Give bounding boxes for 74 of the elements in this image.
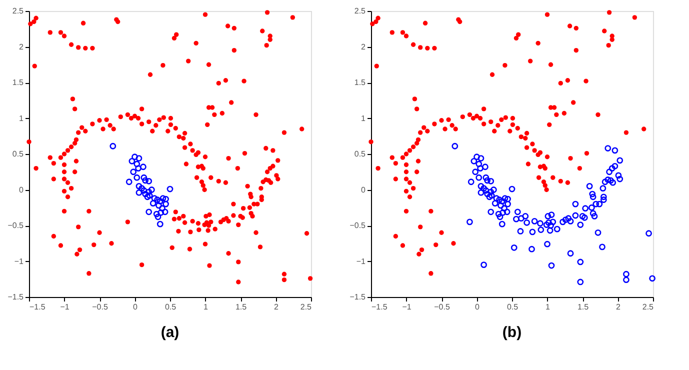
point	[148, 186, 155, 193]
x-tick-label: −0.5	[434, 302, 450, 312]
x-tick-label: −0.5	[92, 302, 108, 312]
y-tick-label: 0.5	[12, 150, 24, 158]
y-tick-label: −1.5	[8, 292, 24, 302]
point	[146, 178, 152, 184]
y-tick-label: 1.5	[12, 78, 24, 87]
point	[140, 164, 146, 170]
point	[140, 187, 148, 194]
x-tick-label: 2.5	[300, 302, 312, 312]
x-tick-label: 2.5	[642, 302, 654, 312]
x-tick-label: 2	[616, 302, 622, 312]
text: (a)	[160, 324, 180, 341]
point	[132, 154, 138, 160]
point	[135, 165, 142, 172]
point	[151, 195, 158, 202]
point	[158, 209, 164, 216]
point	[142, 190, 149, 198]
x-tick-label: 0	[475, 302, 480, 312]
point	[144, 194, 151, 200]
point	[154, 196, 161, 203]
y-tick-label: 1.5	[354, 78, 366, 87]
point	[138, 185, 145, 192]
text: (b)	[502, 324, 522, 341]
x-tick-label: −1.5	[30, 302, 46, 312]
x-tick-label: 0	[133, 302, 138, 312]
point	[162, 208, 168, 216]
point	[134, 160, 140, 168]
x-tick-label: −1	[60, 302, 70, 312]
x-tick-label: 1	[546, 302, 551, 312]
x-tick-label: 1.5	[235, 302, 248, 312]
point	[110, 142, 116, 150]
point	[153, 210, 160, 218]
y-tick-label: −0.5	[350, 221, 366, 230]
y-tick-label: 2	[19, 42, 24, 52]
point	[156, 198, 164, 204]
point	[146, 208, 152, 216]
point	[162, 196, 169, 202]
x-tick-label: 1	[204, 302, 209, 312]
point	[150, 200, 156, 207]
point	[146, 192, 153, 199]
y-tick-label: 2	[361, 42, 366, 52]
y-tick-label: 2.5	[354, 6, 366, 16]
x-tick-label: −1	[402, 302, 412, 312]
point	[128, 158, 136, 164]
y-tick-label: 0	[19, 185, 24, 194]
point	[156, 202, 162, 209]
y-tick-label: 0	[361, 185, 366, 194]
point	[136, 189, 142, 196]
y-tick-label: −1	[14, 256, 24, 266]
point	[130, 168, 137, 176]
y-tick-label: −1.5	[350, 292, 366, 302]
point	[162, 200, 169, 208]
point	[166, 186, 174, 192]
x-tick-label: −1.5	[372, 302, 388, 312]
y-tick-label: −1	[356, 256, 366, 266]
point	[136, 155, 142, 162]
point	[156, 220, 164, 228]
y-tick-label: −0.5	[8, 221, 24, 230]
x-tick-label: 0.5	[164, 302, 177, 312]
point	[126, 178, 132, 186]
y-tick-label: 1	[19, 114, 24, 123]
y-tick-label: 0.5	[354, 150, 366, 158]
y-tick-label: 1	[361, 114, 366, 123]
point	[160, 195, 166, 202]
x-tick-label: 0.5	[506, 302, 519, 312]
point	[142, 177, 149, 184]
y-tick-label: 2.5	[12, 6, 24, 16]
point	[140, 174, 148, 181]
x-tick-label: 1.5	[577, 302, 590, 312]
point	[134, 174, 140, 181]
x-tick-label: 2	[274, 302, 280, 312]
point	[154, 214, 162, 220]
point	[136, 182, 142, 190]
